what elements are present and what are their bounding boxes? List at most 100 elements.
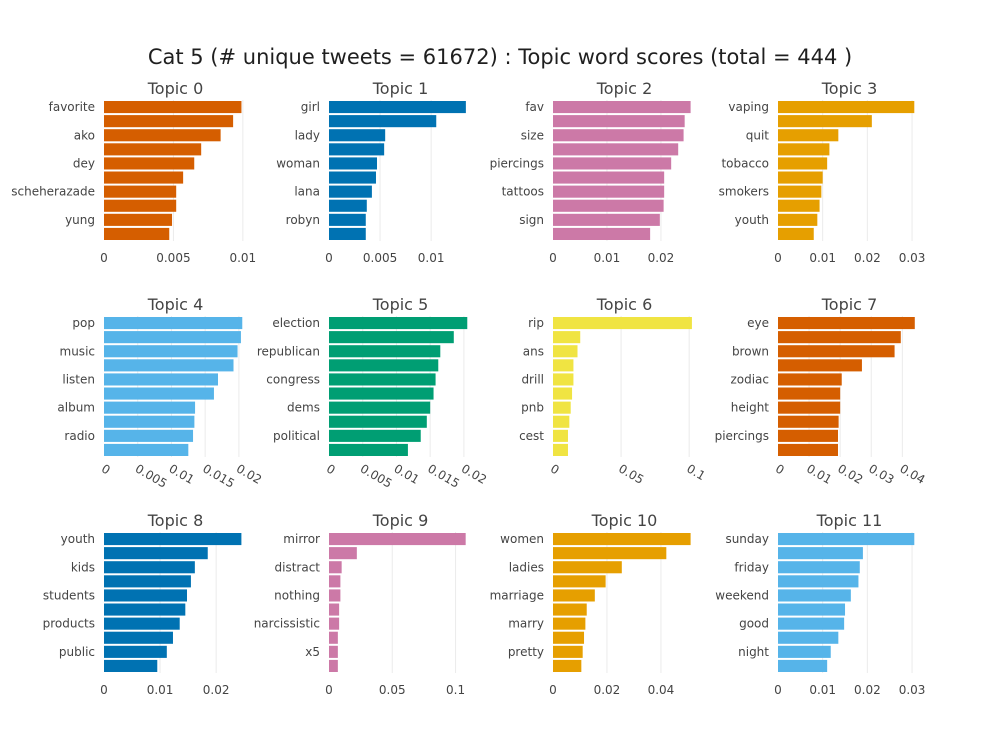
- x-tick-label: 0.01: [418, 251, 445, 265]
- y-tick-label: congress: [266, 372, 320, 386]
- bar: [778, 645, 831, 658]
- bar: [104, 331, 241, 344]
- subplot-topic-5: Topic 5 election republican congress dems pol…: [257, 295, 489, 491]
- bar: [329, 171, 376, 184]
- bar: [329, 631, 338, 644]
- bar: [329, 401, 431, 414]
- bar: [329, 415, 427, 428]
- bar: [553, 443, 568, 456]
- x-tick-label: 0: [774, 251, 782, 265]
- subplot-topic-7: Topic 7 eye brown zodiac height piercings 0 0.0…: [715, 295, 928, 487]
- bar: [104, 387, 214, 400]
- bar: [778, 101, 915, 114]
- bar: [778, 603, 846, 616]
- bar: [553, 589, 595, 602]
- bar: [553, 547, 667, 560]
- y-tick-label: piercings: [715, 429, 769, 443]
- x-tick-label: 0.01: [166, 461, 196, 486]
- bar: [553, 415, 570, 428]
- bar: [329, 561, 342, 574]
- y-tick-label: narcissistic: [254, 617, 320, 631]
- x-tick-label: 0: [325, 251, 333, 265]
- bar: [104, 561, 195, 574]
- bar: [329, 387, 434, 400]
- subplot-title: Topic 9: [372, 511, 429, 530]
- bar: [329, 429, 421, 442]
- subplot-topic-8: Topic 8 youth kids students products public 0 0…: [43, 511, 242, 697]
- y-tick-label: night: [738, 645, 769, 659]
- bar: [778, 157, 828, 170]
- x-tick-label: 0.02: [234, 461, 264, 486]
- bar: [553, 533, 691, 546]
- y-tick-label: scheherazade: [11, 185, 95, 199]
- bar: [778, 373, 842, 386]
- y-tick-label: ans: [523, 344, 544, 358]
- bar: [104, 157, 195, 170]
- y-tick-label: students: [43, 588, 95, 602]
- y-tick-label: election: [272, 316, 320, 330]
- y-tick-label: smokers: [719, 185, 769, 199]
- bar: [104, 227, 170, 240]
- x-tick-label: 0.015: [200, 461, 237, 490]
- y-tick-label: friday: [734, 560, 769, 574]
- x-tick-label: 0.02: [854, 683, 881, 697]
- y-tick-label: zodiac: [730, 372, 769, 386]
- y-tick-label: lady: [295, 128, 320, 142]
- bar: [104, 443, 189, 456]
- subplot-topic-11: Topic 11 sunday friday weekend good night 0 0.0…: [715, 511, 925, 697]
- x-tick-label: 0.02: [835, 461, 865, 486]
- y-tick-label: dems: [287, 401, 320, 415]
- bar: [329, 575, 341, 588]
- subplot-topic-10: Topic 10 women ladies marriage marry pretty 0 0…: [490, 511, 691, 697]
- x-tick-label: 0.01: [147, 683, 174, 697]
- bar: [329, 359, 439, 372]
- subplot-title: Topic 0: [147, 79, 204, 98]
- bar: [778, 227, 814, 240]
- bar: [104, 589, 187, 602]
- x-tick-label: 0: [100, 683, 108, 697]
- bar: [553, 631, 585, 644]
- x-tick-label: 0.01: [594, 251, 621, 265]
- y-tick-label: brown: [732, 344, 769, 358]
- subplot-topic-1: Topic 1 girl lady woman lana robyn 0 0.005 0.01: [276, 79, 466, 265]
- bar: [778, 317, 915, 330]
- subplot-title: Topic 11: [816, 511, 883, 530]
- bar: [553, 575, 606, 588]
- y-tick-label: tobacco: [721, 156, 769, 170]
- x-tick-label: 0.01: [804, 461, 834, 486]
- x-tick-label: 0: [774, 683, 782, 697]
- bar: [329, 603, 340, 616]
- y-tick-label: public: [59, 645, 95, 659]
- bar: [104, 213, 173, 226]
- bar: [329, 317, 468, 330]
- x-tick-label: 0.015: [425, 461, 462, 490]
- y-tick-label: listen: [62, 372, 95, 386]
- x-tick-label: 0.03: [899, 683, 926, 697]
- y-tick-label: distract: [275, 560, 321, 574]
- y-tick-label: piercings: [490, 156, 544, 170]
- bar: [104, 659, 158, 672]
- y-tick-label: rip: [528, 316, 544, 330]
- x-tick-label: 0.01: [229, 251, 256, 265]
- subplot-title: Topic 7: [821, 295, 878, 314]
- x-tick-label: 0.04: [648, 683, 675, 697]
- subplot-title: Topic 3: [821, 79, 878, 98]
- y-tick-label: ladies: [509, 560, 544, 574]
- x-tick-label: 0.005: [156, 251, 190, 265]
- bar: [778, 547, 863, 560]
- y-tick-label: kids: [71, 560, 95, 574]
- x-tick-label: 0: [324, 461, 338, 477]
- bar: [778, 185, 822, 198]
- y-tick-label: ako: [74, 128, 95, 142]
- bar: [329, 645, 338, 658]
- bar: [104, 359, 234, 372]
- bar: [778, 443, 838, 456]
- bar: [553, 213, 660, 226]
- subplot-topic-6: Topic 6 rip ans drill pnb cest 0 0.05 0.1: [519, 295, 708, 487]
- bar: [553, 185, 665, 198]
- bar: [104, 645, 167, 658]
- bar: [778, 415, 839, 428]
- y-tick-label: size: [521, 128, 544, 142]
- x-tick-label: 0.01: [809, 251, 836, 265]
- x-tick-label: 0.02: [594, 683, 621, 697]
